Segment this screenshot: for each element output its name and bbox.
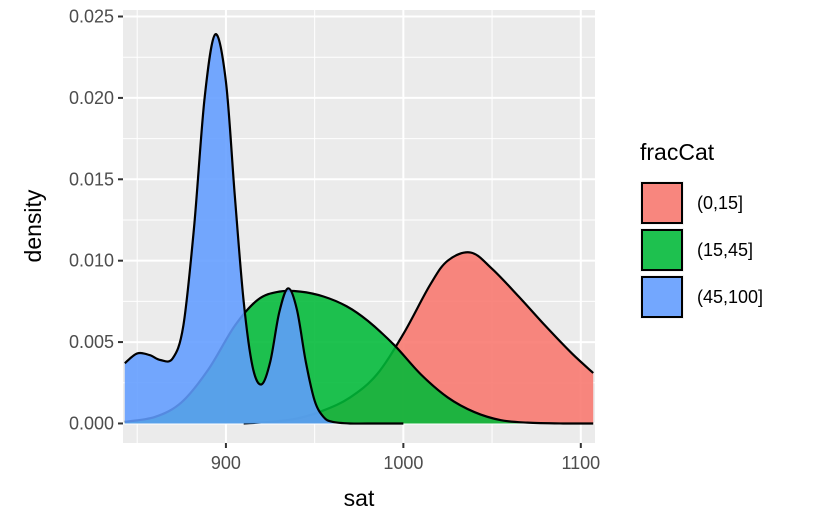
density-areas [124, 33, 594, 425]
legend: fracCat (0,15] (15,45] (45,100] [640, 139, 763, 319]
legend-items: (0,15] (15,45] (45,100] [640, 181, 763, 319]
x-tick-label: 1100 [561, 453, 600, 473]
y-tick-label: 0.010 [69, 251, 114, 271]
x-axis-title: sat [344, 485, 375, 511]
y-tick-label: 0.000 [69, 413, 114, 433]
x-axis: 900 1000 1100 [211, 443, 600, 473]
density-area-1 [243, 252, 594, 424]
legend-title: fracCat [640, 139, 715, 165]
y-tick-label: 0.020 [69, 88, 114, 108]
legend-swatch [641, 229, 683, 271]
legend-swatch [641, 276, 683, 318]
legend-label: (0,15] [697, 193, 743, 213]
y-tick-label: 0.025 [69, 7, 114, 27]
density-line-3 [124, 33, 404, 425]
legend-label: (45,100] [697, 287, 763, 307]
y-axis: 0.000 0.005 0.010 0.015 0.020 0.025 [69, 7, 123, 433]
x-tick-label: 1000 [383, 453, 423, 473]
y-axis-title: density [20, 189, 46, 262]
y-tick-label: 0.005 [69, 332, 114, 352]
y-tick-label: 0.015 [69, 169, 114, 189]
legend-swatch [641, 182, 683, 224]
x-tick-label: 900 [211, 453, 241, 473]
legend-label: (15,45] [697, 240, 753, 260]
density-area-3 [124, 34, 404, 424]
